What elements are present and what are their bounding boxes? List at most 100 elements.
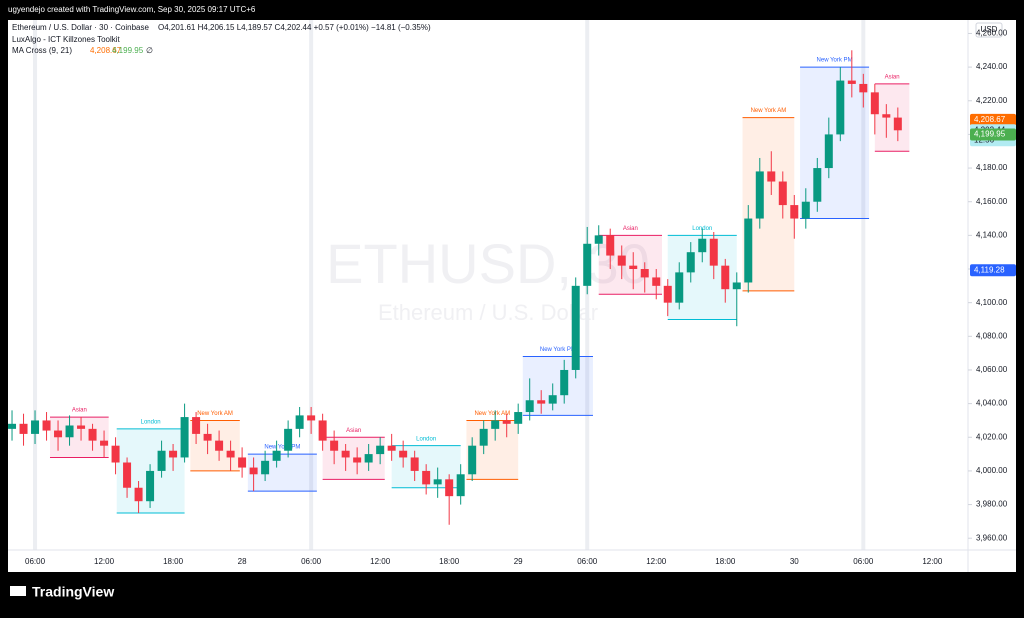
y-tick-label: 3,960.00 [976,533,1008,542]
candle-body [215,440,224,451]
price-label-box [970,264,1016,277]
y-tick-label: 4,180.00 [976,163,1008,172]
candle-body [870,92,879,115]
brand[interactable]: TradingView [32,584,114,600]
y-tick-label: 3,980.00 [976,500,1008,509]
x-tick-label: 28 [238,557,247,566]
candle-body [445,479,454,497]
candle-body [663,285,672,303]
candle-body [479,428,488,446]
candle-body [422,470,431,485]
y-tick-label: 4,040.00 [976,399,1008,408]
candle-body [537,400,546,404]
candle-body [502,420,511,424]
candle-body [433,479,442,485]
candle-body [249,467,258,475]
candle-body [31,420,40,434]
x-tick-label: 29 [514,557,523,566]
legend-indicator: LuxAlgo - ICT Killzones Toolkit [12,35,121,44]
killzone-label: Asian [346,428,361,434]
candle-body [111,445,120,463]
candle-body [88,428,97,441]
candle-body [157,450,166,471]
price-label-box [970,128,1016,141]
legend-value: ∅ [146,46,153,55]
killzone-label: New York AM [751,108,787,114]
y-tick-label: 4,140.00 [976,230,1008,239]
credit: ugyendejo created with TradingView.com, … [8,5,256,14]
logo[interactable]: TradingView [10,584,114,600]
candle-body [376,445,385,455]
killzone [247,454,317,492]
candle-body [640,269,649,278]
legend-ohlc: O4,201.61 H4,206.15 L4,189.57 C4,202.44 … [158,23,431,32]
session-break [861,20,866,550]
candle-body [284,428,293,451]
x-tick-label: 12:00 [646,557,667,566]
killzone-label: Asian [885,75,900,81]
candle-body [721,265,730,290]
candle-body [686,252,695,273]
candle-body [801,201,810,219]
killzone-label: New York PM [264,445,300,451]
candle-body [19,423,28,434]
candle-body [491,420,500,429]
candle-body [755,171,764,219]
killzone-label: New York AM [474,411,510,417]
killzone-label: London [416,436,436,442]
candle-body [295,415,304,429]
x-tick-label: 06:00 [577,557,598,566]
candle-body [709,238,718,266]
currency-box[interactable] [975,22,1003,38]
candle-body [456,474,465,497]
candle-body [399,450,408,458]
candle-body [606,235,615,256]
y-tick-label: 4,020.00 [976,432,1008,441]
currency[interactable]: USD [981,25,998,34]
candle-body [169,450,178,458]
chart-panel [8,20,1016,572]
logo-icon[interactable] [10,586,26,596]
candle-body [8,423,17,429]
candle-body [341,450,350,458]
y-tick-label: 4,080.00 [976,331,1008,340]
candle-body [583,243,592,286]
killzone-label: Asian [72,408,87,414]
candle-body [134,487,143,502]
candle-body [698,238,707,253]
candle-body [468,445,477,475]
candle-body [146,470,155,502]
candle-body [790,205,799,219]
candle-body [548,395,557,404]
candle-body [226,450,235,458]
killzone-label: London [141,419,161,425]
candle-body [123,462,132,488]
price-label: 4,119.28 [974,265,1005,274]
x-tick-label: 18:00 [163,557,184,566]
candle-body [272,450,281,461]
session-break [33,20,38,550]
candle-body [767,171,776,182]
candle-body [203,433,212,441]
candle-body [318,420,327,441]
candle-body [571,285,580,370]
x-tick-label: 12:00 [922,557,943,566]
legend-value: 4,199.95 [112,46,144,55]
candle-body [813,168,822,202]
candle-body [261,460,270,475]
y-tick-label: 4,100.00 [976,298,1008,307]
candle-body [42,420,51,431]
killzone-label: New York PM [540,347,576,353]
x-tick-label: 18:00 [439,557,460,566]
candle-body [65,425,74,438]
candle-body [824,134,833,169]
candle-body [100,440,109,446]
candle-body [77,425,86,429]
candle-body [744,218,753,283]
candle-body [364,454,373,463]
x-tick-label: 30 [790,557,799,566]
candle-body [180,417,189,458]
x-tick-label: 12:00 [370,557,391,566]
